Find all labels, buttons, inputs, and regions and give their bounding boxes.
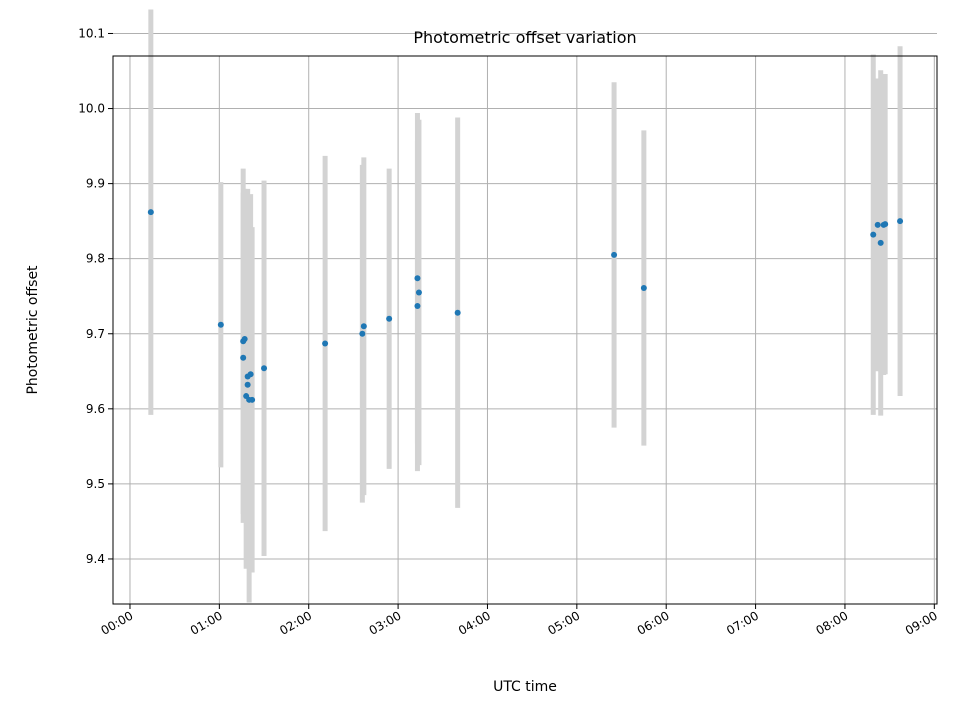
data-point <box>217 321 224 328</box>
data-point <box>414 275 421 282</box>
data-point <box>640 284 647 291</box>
tick-layer: 00:00 01:00 02:00 03:00 04:00 05:00 06:00 07:00… <box>78 26 940 637</box>
y-axis-label: Photometric offset <box>25 265 41 395</box>
data-point <box>249 396 256 403</box>
y-tick-label: 9.9 <box>86 177 105 191</box>
y-tick-label: 9.6 <box>86 402 105 416</box>
y-tick-label: 9.8 <box>86 252 105 266</box>
chart-title: Photometric offset variation <box>413 28 636 47</box>
data-point <box>261 365 268 372</box>
data-point <box>241 336 248 343</box>
data-point <box>882 221 889 228</box>
x-tick-label: 01:00 <box>188 608 225 637</box>
data-point <box>244 381 251 388</box>
data-point <box>322 340 329 347</box>
x-tick-label: 00:00 <box>99 608 136 637</box>
data-point <box>414 302 421 309</box>
x-tick-label: 08:00 <box>813 608 850 637</box>
data-point <box>454 309 461 316</box>
grid-layer <box>113 32 937 604</box>
x-tick-label: 07:00 <box>724 608 761 637</box>
x-tick-label: 05:00 <box>545 608 582 637</box>
x-tick-label: 06:00 <box>635 608 672 637</box>
y-tick-label: 9.4 <box>86 552 105 566</box>
y-tick-label: 10.0 <box>78 102 105 116</box>
data-point <box>240 354 247 361</box>
y-tick-label: 10.1 <box>78 26 105 40</box>
x-tick-label: 03:00 <box>367 608 404 637</box>
point-layer <box>147 209 904 403</box>
plot-frame <box>112 55 938 605</box>
data-point <box>897 218 904 225</box>
data-point <box>359 330 366 337</box>
data-point <box>877 239 884 246</box>
y-tick-label: 9.7 <box>86 327 105 341</box>
x-axis-label: UTC time <box>493 679 557 695</box>
y-tick-label: 9.5 <box>86 477 105 491</box>
data-point <box>611 251 618 258</box>
x-tick-label: 09:00 <box>903 608 940 637</box>
data-point <box>415 289 422 296</box>
x-tick-label: 02:00 <box>277 608 314 637</box>
data-point <box>360 323 367 330</box>
data-point <box>386 315 393 322</box>
data-point <box>247 371 254 378</box>
data-point <box>870 231 877 238</box>
data-point <box>874 221 881 228</box>
data-point <box>147 209 154 216</box>
x-tick-label: 04:00 <box>456 608 493 637</box>
errorbar-layer <box>148 9 903 603</box>
